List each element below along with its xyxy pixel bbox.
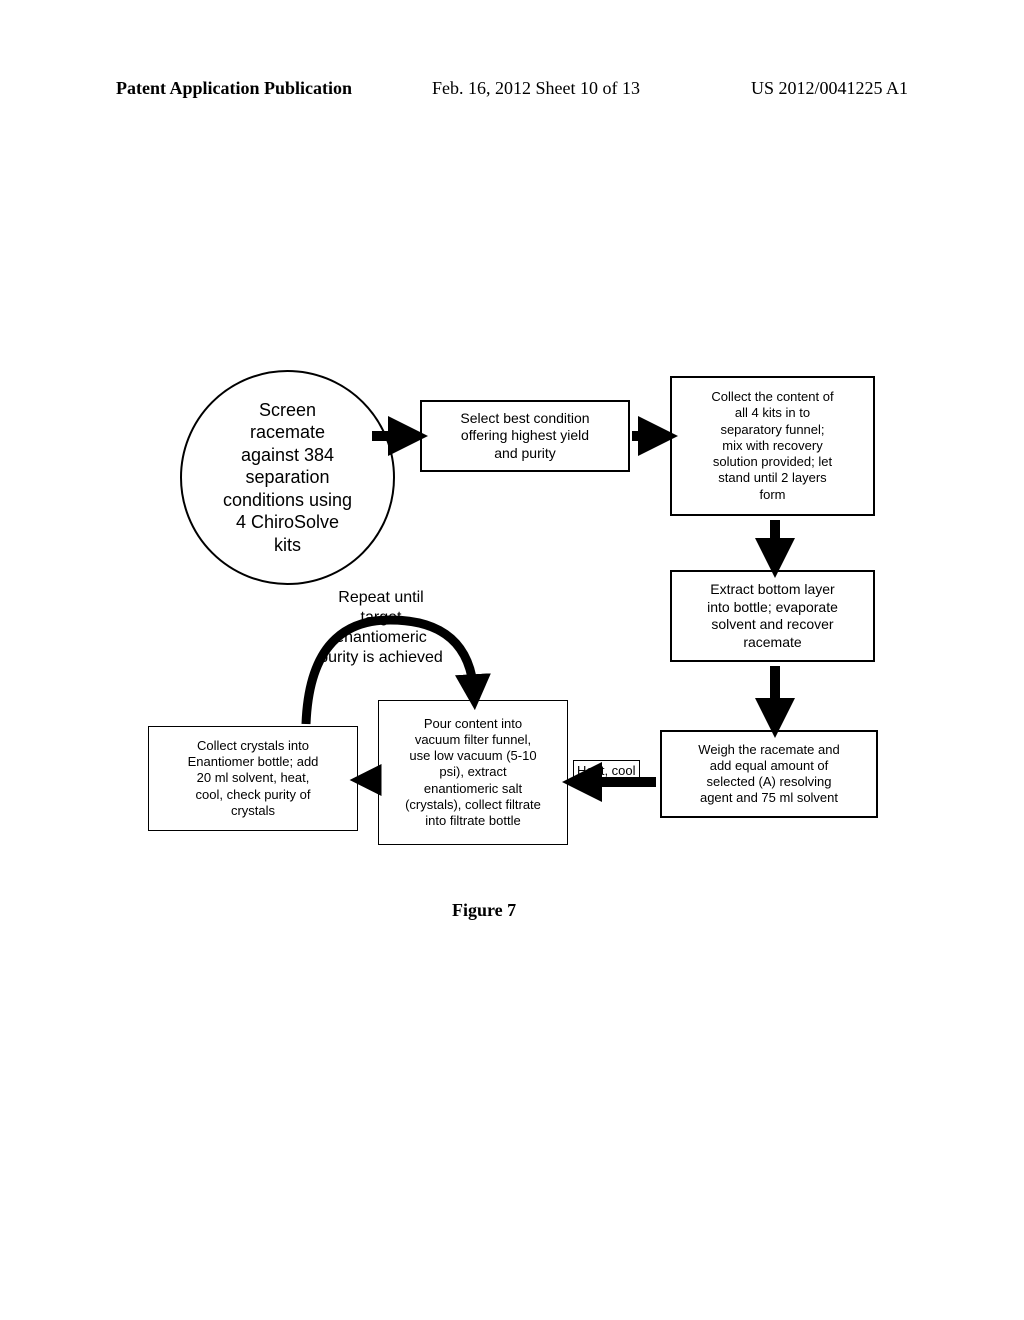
- diagram-canvas: Screenracemateagainst 384separationcondi…: [0, 0, 1024, 1320]
- figure-label: Figure 7: [452, 900, 516, 921]
- arrows-layer: [0, 0, 1024, 1320]
